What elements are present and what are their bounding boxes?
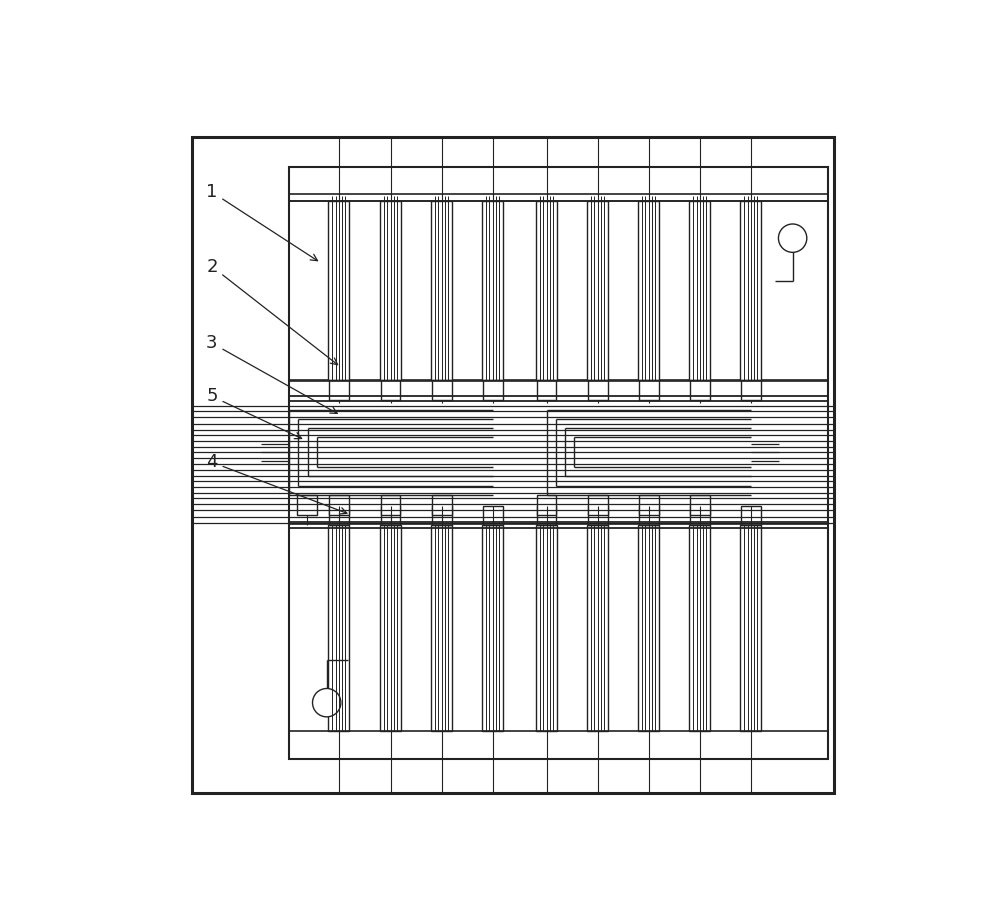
Bar (380, 202, 401, 380)
Bar (537, 495, 556, 515)
Bar (482, 202, 503, 380)
Bar (587, 525, 608, 731)
Bar (587, 202, 608, 380)
Bar (690, 495, 710, 515)
Bar (328, 525, 349, 731)
Bar (297, 495, 317, 515)
Bar (381, 495, 400, 515)
Bar (536, 202, 557, 380)
Bar (289, 194, 828, 380)
Bar (483, 506, 503, 525)
Bar (432, 495, 452, 515)
Bar (639, 506, 659, 525)
Bar (329, 506, 349, 525)
Bar (588, 495, 608, 515)
Bar (588, 380, 608, 400)
Bar (639, 495, 659, 515)
Bar (432, 380, 452, 400)
Bar (329, 380, 349, 400)
Circle shape (313, 689, 341, 717)
Text: 2: 2 (206, 258, 338, 365)
Bar (741, 506, 761, 525)
Bar (690, 506, 710, 525)
Bar (638, 525, 659, 731)
Bar (638, 202, 659, 380)
Bar (381, 506, 400, 525)
Bar (689, 525, 710, 731)
Bar (639, 380, 659, 400)
Bar (537, 380, 556, 400)
Text: 3: 3 (206, 334, 337, 414)
Bar (380, 525, 401, 731)
Text: 1: 1 (206, 183, 318, 261)
Bar (329, 495, 349, 515)
Bar (690, 380, 710, 400)
Bar (536, 525, 557, 731)
Bar (482, 525, 503, 731)
Bar (537, 506, 556, 525)
Bar (740, 202, 761, 380)
Text: 5: 5 (206, 387, 302, 438)
Bar (432, 506, 452, 525)
Bar (431, 525, 452, 731)
Bar (588, 506, 608, 525)
Bar (740, 525, 761, 731)
Bar (381, 380, 400, 400)
Bar (483, 380, 503, 400)
Text: 4: 4 (206, 453, 347, 514)
Bar (328, 202, 349, 380)
Bar (289, 168, 828, 760)
Bar (431, 202, 452, 380)
Bar (689, 202, 710, 380)
Circle shape (778, 224, 807, 252)
Bar (741, 380, 761, 400)
